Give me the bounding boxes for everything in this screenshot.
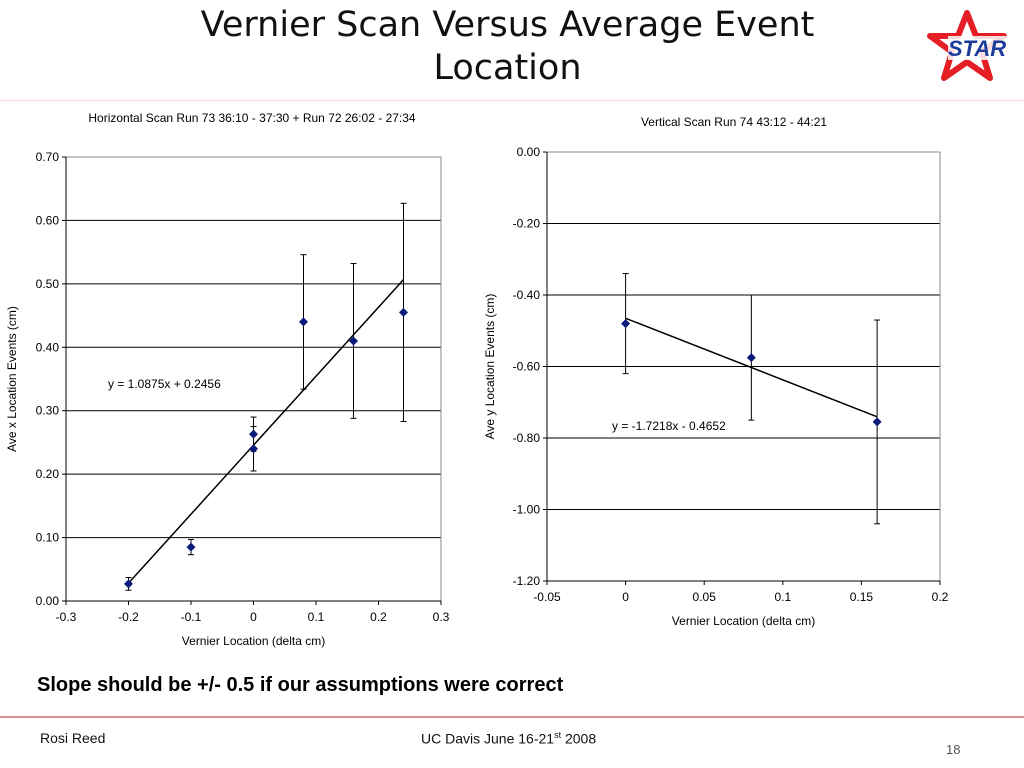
page-number: 18	[946, 742, 961, 757]
footer-divider	[0, 716, 1024, 718]
vscan-y-tick-label: -1.00	[513, 503, 541, 517]
vscan-y-tick-label: 0.00	[517, 145, 541, 159]
footer-author: Rosi Reed	[40, 730, 106, 746]
hscan-y-tick-label: 0.20	[36, 467, 60, 481]
vscan-y-tick-label: -0.40	[513, 288, 541, 302]
hscan-data-point	[399, 307, 408, 317]
hscan-y-axis-label: Ave x Location Events (cm)	[5, 306, 19, 452]
hscan-data-point	[249, 444, 258, 454]
hscan-y-tick-label: 0.10	[36, 531, 60, 545]
hscan-y-tick-label: 0.40	[36, 340, 60, 354]
vscan-y-tick-label: -0.60	[513, 360, 541, 374]
hscan-x-tick-label: 0.1	[308, 610, 325, 624]
vertical-scan-chart: Vertical Scan Run 74 43:12 - 44:21 -1.20 -…	[478, 100, 968, 665]
vscan-title: Vertical Scan Run 74 43:12 - 44:21	[641, 115, 827, 129]
hscan-y-tick-label: 0.00	[36, 594, 60, 608]
hscan-x-tick-label: -0.2	[118, 610, 139, 624]
vscan-x-tick-label: 0.15	[850, 590, 874, 604]
hscan-title: Horizontal Scan Run 73 36:10 - 37:30 + R…	[88, 111, 416, 125]
vscan-y-tick-label: -1.20	[513, 574, 541, 588]
vscan-x-tick-label: -0.05	[533, 590, 561, 604]
vscan-y-axis-label: Ave y Location Events (cm)	[483, 294, 497, 440]
hscan-data-point	[349, 336, 358, 346]
hscan-x-tick-label: -0.1	[181, 610, 202, 624]
hscan-trendline	[127, 279, 405, 584]
vertical-scan-chart-svg: Vertical Scan Run 74 43:12 - 44:21 -1.20 -…	[483, 115, 949, 628]
logo-banner	[948, 36, 1008, 60]
horizontal-scan-chart-svg: Horizontal Scan Run 73 36:10 - 37:30 + R…	[5, 111, 450, 648]
vscan-data-point	[746, 353, 756, 363]
footer-event: UC Davis June 16-21st 2008	[421, 730, 596, 747]
horizontal-scan-chart: Horizontal Scan Run 73 36:10 - 37:30 + R…	[0, 100, 470, 665]
vscan-x-tick-label: 0.2	[932, 590, 949, 604]
hscan-x-tick-label: 0	[250, 610, 257, 624]
vscan-data-point	[872, 417, 882, 427]
vscan-trendline-equation: y = -1.7218x - 0.4652	[612, 419, 726, 433]
vscan-x-axis-label: Vernier Location (delta cm)	[672, 614, 815, 628]
top-divider	[0, 100, 1024, 101]
hscan-y-tick-label: 0.30	[36, 404, 60, 418]
hscan-data-point	[299, 317, 308, 327]
footer-event-suffix: 2008	[561, 730, 597, 747]
hscan-x-tick-label: 0.3	[433, 610, 450, 624]
footer-event-prefix: UC Davis June 16-21	[421, 730, 555, 747]
conclusion-note: Slope should be +/- 0.5 if our assumptio…	[37, 674, 564, 696]
hscan-data-point	[124, 579, 133, 589]
hscan-y-tick-label: 0.70	[36, 150, 60, 164]
vscan-data-point	[621, 319, 631, 329]
hscan-x-tick-label: -0.3	[56, 610, 77, 624]
hscan-data-point	[186, 542, 196, 552]
hscan-x-axis-label: Vernier Location (delta cm)	[182, 634, 325, 648]
vscan-x-tick-label: 0	[622, 590, 629, 604]
hscan-x-tick-label: 0.2	[370, 610, 387, 624]
vscan-x-tick-label: 0.05	[693, 590, 717, 604]
footer-event-sup: st	[554, 730, 562, 740]
vscan-x-tick-label: 0.1	[774, 590, 791, 604]
hscan-y-tick-label: 0.60	[36, 213, 60, 227]
hscan-data-point	[249, 429, 258, 439]
vscan-y-tick-label: -0.20	[513, 217, 541, 231]
star-logo: STAR	[927, 10, 1008, 81]
vscan-y-tick-label: -0.80	[513, 431, 541, 445]
logo-text: STAR	[948, 36, 1006, 61]
hscan-trendline-equation: y = 1.0875x + 0.2456	[108, 377, 221, 391]
hscan-y-tick-label: 0.50	[36, 277, 60, 291]
slide-title: Vernier Scan Versus Average Event Locati…	[200, 5, 815, 88]
